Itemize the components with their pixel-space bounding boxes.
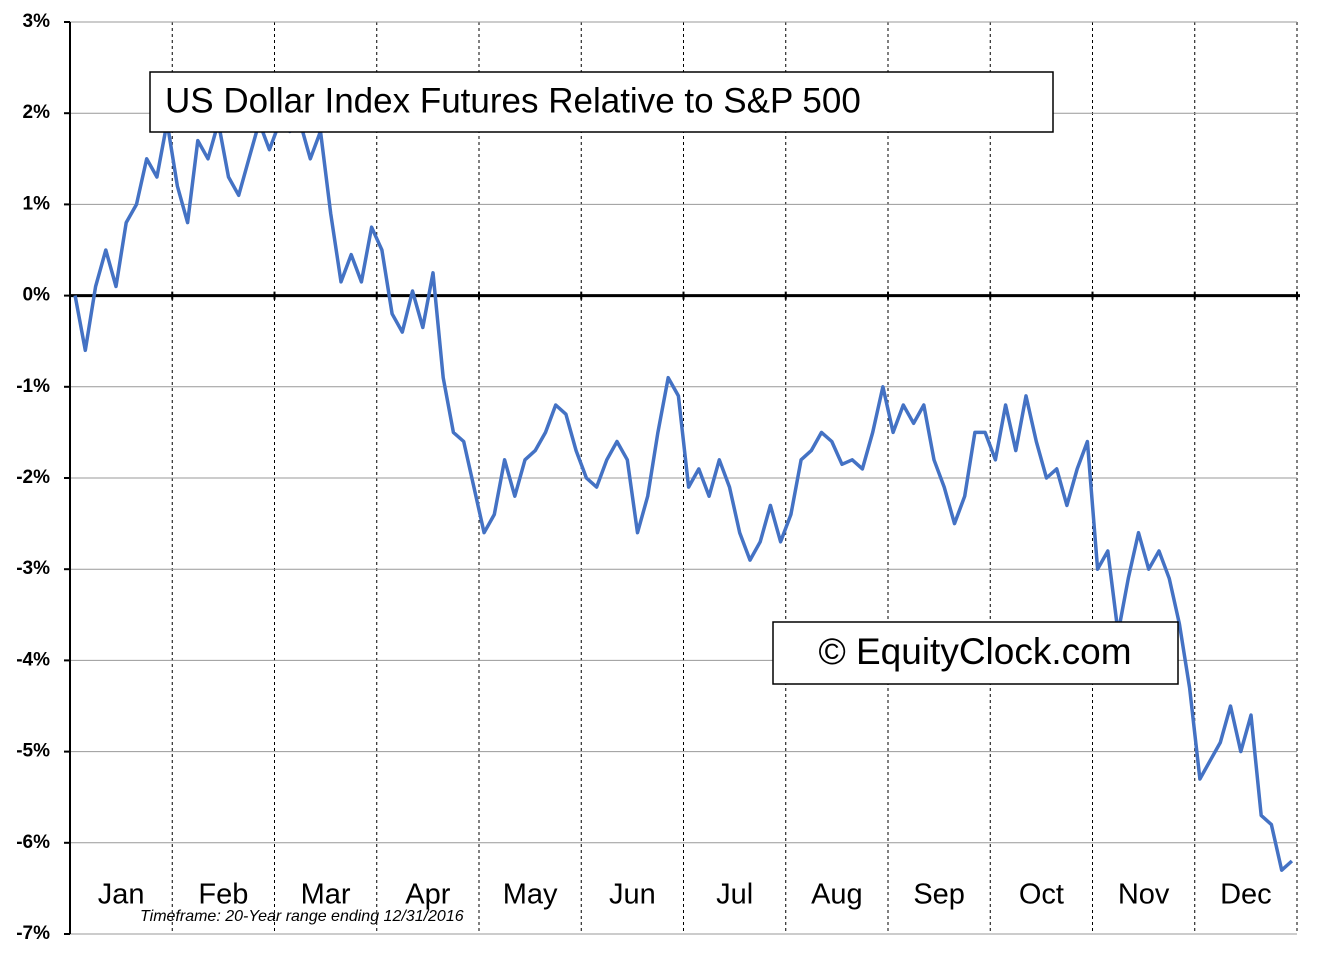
x-tick-label: Feb: [198, 879, 248, 911]
x-tick-label: Mar: [301, 879, 351, 911]
chart-title: US Dollar Index Futures Relative to S&P …: [165, 81, 861, 120]
y-tick-label: -7%: [16, 923, 50, 944]
x-tick-label: May: [503, 879, 558, 911]
x-tick-label: Aug: [811, 879, 863, 911]
watermark: © EquityClock.com: [818, 631, 1131, 672]
y-tick-label: -4%: [16, 649, 50, 670]
x-tick-label: Jun: [609, 879, 656, 911]
x-tick-label: Sep: [913, 879, 965, 911]
title-box: [149, 71, 1054, 133]
x-tick-label: Jul: [716, 879, 753, 911]
y-tick-label: 1%: [23, 193, 51, 214]
grid: -7% -6% -5% -4% -3% -2% -1% 0% 1% 2% 3% Jan Feb Mar Ap…: [16, 11, 1300, 944]
y-tick-label: -1%: [16, 376, 50, 397]
y-tick-label: -3%: [16, 558, 50, 579]
watermark-box: [772, 621, 1179, 685]
y-tick-label: -5%: [16, 741, 50, 762]
x-tick-label: Jan: [98, 879, 145, 911]
x-tick-label: Nov: [1118, 879, 1170, 911]
y-tick-label: -6%: [16, 832, 50, 853]
x-tick-label: Oct: [1019, 879, 1064, 911]
y-tick-label: 3%: [23, 11, 51, 32]
footnote: Timeframe: 20-Year range ending 12/31/20…: [140, 908, 464, 925]
x-tick-label: Apr: [405, 879, 450, 911]
y-tick-label: 2%: [23, 102, 51, 123]
y-tick-label: -2%: [16, 467, 50, 488]
x-tick-label: Dec: [1220, 879, 1272, 911]
y-tick-label: 0%: [23, 285, 51, 306]
